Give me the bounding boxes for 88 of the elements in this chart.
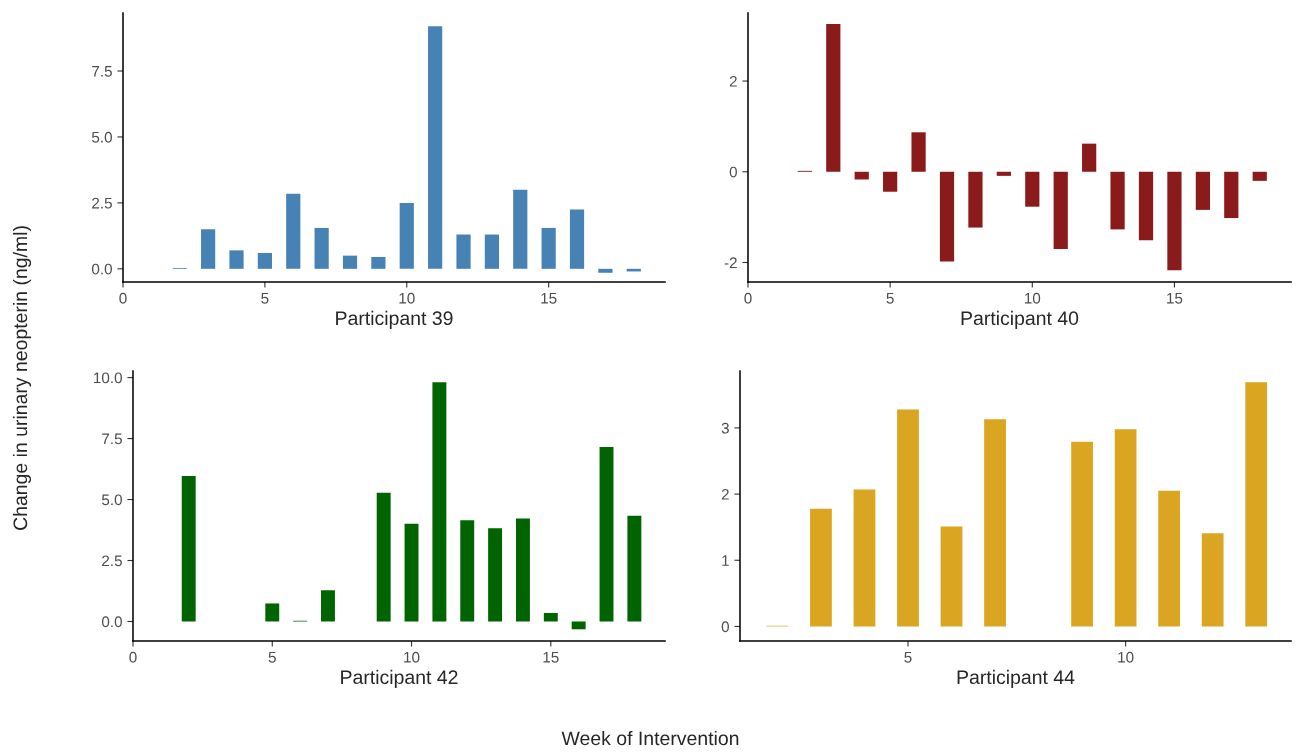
bar <box>541 227 556 269</box>
bar <box>1167 171 1182 271</box>
bar <box>826 23 841 172</box>
y-tick-label: 2.5 <box>102 555 122 567</box>
bar <box>1201 533 1224 627</box>
y-axis-title: Change in urinary neopterin (ng/ml) <box>12 226 32 530</box>
bar <box>1138 171 1154 241</box>
bar <box>1110 171 1125 230</box>
y-tick-label: 7.5 <box>102 433 122 445</box>
x-tick-label: 10 <box>1118 651 1134 663</box>
x-tick-label: 15 <box>543 651 559 663</box>
x-tick-label: 10 <box>1024 292 1041 304</box>
bar <box>399 202 414 269</box>
bar <box>376 492 391 622</box>
bar <box>810 508 832 627</box>
bar <box>314 227 329 269</box>
bar <box>968 171 983 228</box>
bar <box>598 268 613 273</box>
bar <box>265 603 280 622</box>
y-tick-label: 2.5 <box>92 197 112 209</box>
bar <box>984 419 1006 627</box>
y-tick-label: 0.0 <box>91 263 112 275</box>
y-tick-label: 0.0 <box>101 616 122 628</box>
bar <box>996 171 1011 176</box>
bar <box>1053 171 1068 249</box>
bar <box>286 193 301 269</box>
bar <box>1025 171 1040 207</box>
x-axis-title: Participant 39 <box>336 310 453 329</box>
bar <box>940 526 963 627</box>
x-tick-label: 5 <box>261 292 269 304</box>
bar <box>599 447 614 622</box>
y-tick-label: 0 <box>729 166 737 178</box>
bar <box>515 518 530 622</box>
bar <box>1071 441 1093 627</box>
bar <box>371 256 386 269</box>
bar <box>911 132 926 172</box>
x-tick-label: 5 <box>886 292 894 304</box>
x-axis-title: Participant 44 <box>957 669 1075 688</box>
y-tick-label: 7.5 <box>92 66 112 77</box>
y-tick-label: 5.0 <box>91 131 112 143</box>
bar <box>571 621 586 630</box>
bar <box>181 476 196 622</box>
bar <box>201 229 216 269</box>
bar <box>342 255 358 269</box>
x-axis-title: Participant 42 <box>341 669 458 688</box>
bar <box>1114 429 1137 627</box>
y-tick-label: 3 <box>721 422 729 434</box>
y-tick-label: 10.0 <box>94 372 122 384</box>
bar <box>513 189 528 269</box>
bar <box>456 234 471 269</box>
bar <box>404 523 419 622</box>
bar <box>488 528 503 622</box>
bar <box>229 250 244 269</box>
x-axis-title: Participant 40 <box>961 310 1079 329</box>
bar <box>883 171 898 192</box>
x-tick-label: 5 <box>904 651 912 663</box>
x-tick-label: 0 <box>129 651 137 663</box>
bar <box>1195 171 1210 210</box>
x-tick-label: 15 <box>541 292 557 304</box>
x-tick-label: 10 <box>399 292 415 304</box>
bar <box>1245 382 1268 627</box>
y-tick-label: 0 <box>721 621 729 633</box>
y-tick-label: -2 <box>724 257 737 269</box>
bar <box>460 520 475 622</box>
bar <box>257 252 272 269</box>
bar <box>569 209 585 269</box>
y-tick-label: 2 <box>729 75 737 87</box>
x-tick-label: 10 <box>404 651 420 663</box>
bar <box>432 382 447 622</box>
bar <box>853 489 876 627</box>
x-tick-label: 15 <box>1167 292 1183 304</box>
bar <box>428 26 443 269</box>
y-tick-label: 5.0 <box>101 494 122 506</box>
x-tick-label: 5 <box>268 651 276 663</box>
bar <box>1082 143 1097 172</box>
bar <box>1158 490 1181 627</box>
bar <box>543 612 558 622</box>
bar <box>484 234 499 269</box>
x-tick-label: 0 <box>744 292 752 304</box>
y-tick-label: 2 <box>721 488 729 500</box>
text: Week of Intervention <box>561 730 739 746</box>
bar <box>321 590 335 622</box>
y-tick-label: 1 <box>722 555 729 566</box>
bar <box>1252 171 1267 181</box>
bar <box>897 409 919 627</box>
bar <box>627 515 642 622</box>
bar <box>1224 171 1239 219</box>
bar <box>939 171 955 262</box>
